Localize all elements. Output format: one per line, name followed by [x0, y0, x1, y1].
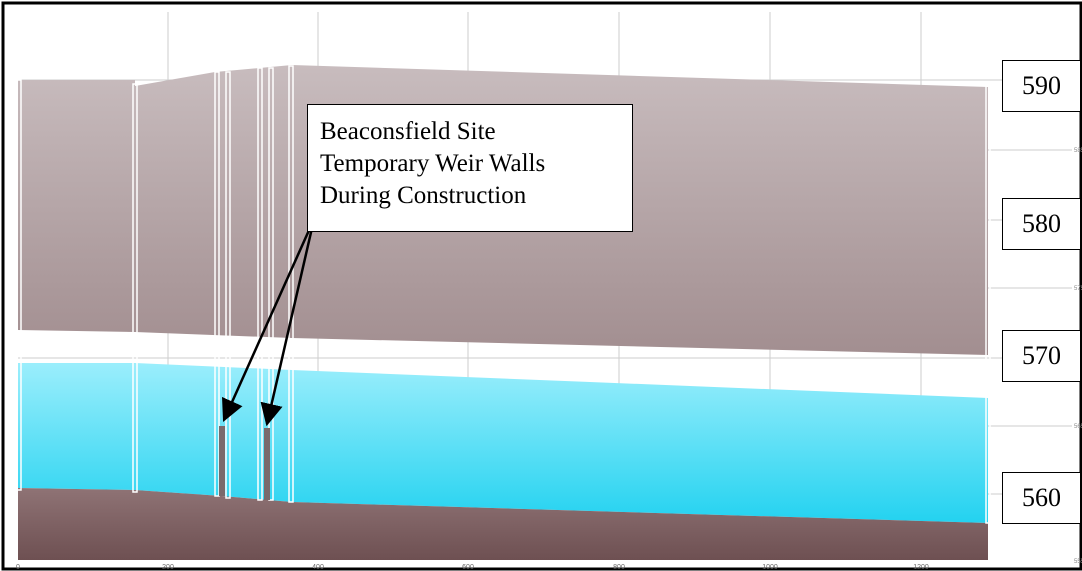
- y-tick-label: 585: [1074, 148, 1082, 154]
- x-tick-label: 200: [162, 564, 174, 571]
- x-tick-label: 0: [16, 564, 20, 571]
- y-tick-label: 555: [1074, 559, 1082, 565]
- callout-arrow-1: [222, 227, 312, 423]
- structure-3: [225, 71, 231, 499]
- elevation-label-590: 590: [1002, 60, 1081, 112]
- structure-4: [257, 67, 263, 501]
- x-tick-label: 800: [613, 564, 625, 571]
- water-body: [18, 363, 988, 523]
- structure-0: [16, 79, 22, 491]
- structures: [16, 65, 991, 524]
- structure-1: [132, 83, 138, 493]
- y-tick-label: 575: [1074, 286, 1082, 292]
- callout-line: During Construction: [320, 182, 527, 209]
- elevation-label-560: 560: [1002, 472, 1081, 524]
- y-tick-label: 565: [1074, 424, 1082, 430]
- x-tick-label: 600: [462, 564, 474, 571]
- x-tick-label: 1200: [913, 564, 929, 571]
- weir-wall-2: [264, 428, 270, 500]
- x-tick-label: 1000: [762, 564, 778, 571]
- callout-line: Beaconsfield Site: [320, 118, 496, 145]
- callout-box: Beaconsfield Site Temporary Weir Walls D…: [307, 104, 633, 232]
- callout-line: Temporary Weir Walls: [320, 150, 546, 177]
- structure-5: [268, 67, 274, 501]
- channel-bed: [18, 488, 988, 560]
- structure-6: [288, 65, 294, 503]
- callout-arrow-2: [260, 227, 314, 427]
- x-tick-label: 400: [312, 564, 324, 571]
- structure-2: [214, 71, 220, 497]
- elevation-label-570: 570: [1002, 330, 1081, 382]
- structure-7: [985, 85, 991, 524]
- weir-wall-1: [219, 426, 225, 496]
- elevation-label-580: 580: [1002, 198, 1081, 250]
